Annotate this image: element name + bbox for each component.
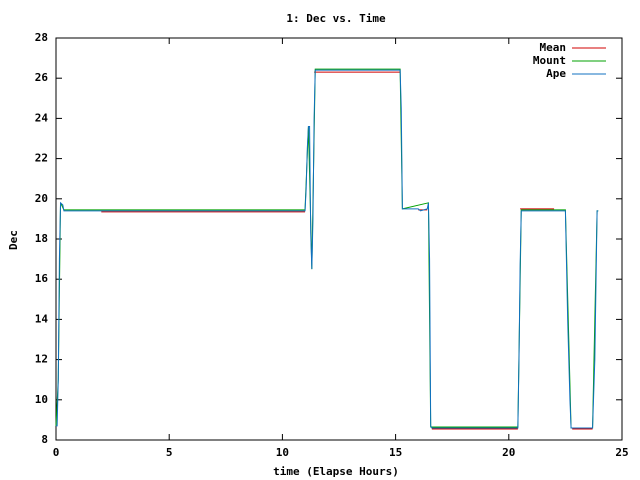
x-tick-label: 25 <box>615 446 628 459</box>
y-tick-label: 14 <box>35 312 49 325</box>
y-tick-label: 20 <box>35 192 48 205</box>
x-tick-label: 10 <box>276 446 289 459</box>
y-tick-label: 10 <box>35 393 48 406</box>
y-tick-label: 18 <box>35 232 48 245</box>
y-axis-label: Dec <box>7 230 20 250</box>
y-tick-label: 12 <box>35 353 48 366</box>
y-tick-label: 22 <box>35 152 48 165</box>
legend-label: Ape <box>546 67 566 80</box>
legend-label: Mean <box>540 41 567 54</box>
y-tick-label: 26 <box>35 71 49 84</box>
y-tick-label: 28 <box>35 31 48 44</box>
y-tick-label: 24 <box>35 111 49 124</box>
x-tick-label: 15 <box>389 446 402 459</box>
chart-title: 1: Dec vs. Time <box>286 12 386 25</box>
x-tick-label: 5 <box>166 446 173 459</box>
x-tick-label: 20 <box>502 446 515 459</box>
y-tick-label: 8 <box>41 433 48 446</box>
x-axis-label: time (Elapse Hours) <box>273 465 399 478</box>
legend-label: Mount <box>533 54 566 67</box>
x-tick-label: 0 <box>53 446 60 459</box>
y-tick-label: 16 <box>35 272 49 285</box>
series-line <box>56 69 599 429</box>
